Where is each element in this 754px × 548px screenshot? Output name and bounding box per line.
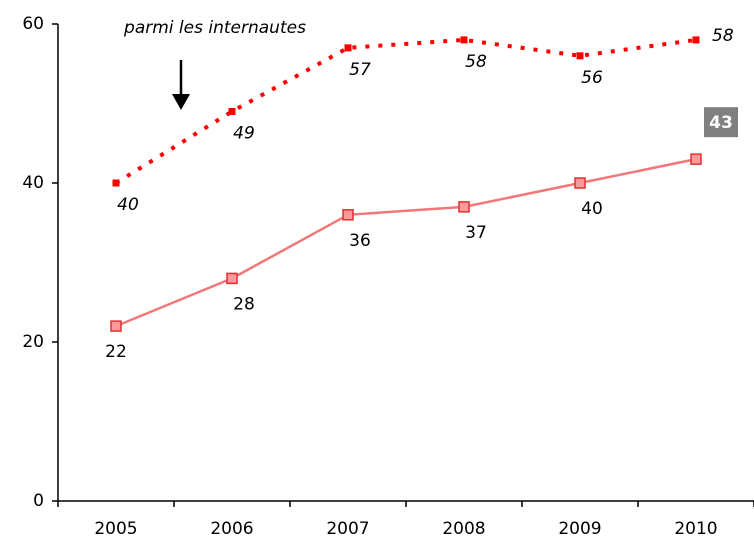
value-label: 37	[465, 223, 487, 243]
value-label: 36	[349, 231, 371, 251]
annotation: parmi les internautes	[123, 18, 306, 38]
value-label: 58	[465, 52, 487, 72]
value-label: 57	[349, 60, 371, 80]
value-label: 56	[581, 68, 603, 88]
series-line	[115, 157, 697, 328]
y-tick-label: 20	[22, 332, 44, 352]
annotation-arrowhead	[172, 94, 190, 110]
x-tick-label: 2007	[326, 519, 369, 539]
point	[690, 153, 702, 165]
x-tick-label: 2005	[94, 519, 137, 539]
point	[342, 209, 354, 221]
point	[226, 272, 238, 285]
x-tick-label: 2006	[210, 519, 253, 539]
y-tick-label: 40	[22, 173, 44, 193]
x-tick-label: 2009	[558, 519, 601, 539]
y-tick-label: 60	[22, 14, 44, 34]
point	[228, 107, 236, 115]
value-label: 43	[709, 113, 733, 133]
point	[460, 36, 468, 44]
value-label: 40	[117, 195, 139, 215]
x-tick-label: 2008	[442, 519, 485, 539]
point	[458, 201, 470, 213]
series-line	[114, 37, 697, 185]
point	[576, 52, 584, 60]
point	[692, 36, 700, 44]
point	[112, 179, 120, 187]
x-tick-label: 2010	[674, 519, 717, 539]
value-label: 40	[581, 199, 603, 219]
value-label: 58	[712, 26, 734, 46]
y-tick-label: 0	[33, 491, 44, 511]
point	[110, 320, 122, 332]
point	[574, 177, 586, 189]
point	[344, 44, 352, 52]
value-label: 49	[233, 123, 255, 143]
value-label: 28	[233, 294, 255, 314]
value-label-box	[704, 107, 738, 138]
value-label: 22	[105, 342, 127, 362]
